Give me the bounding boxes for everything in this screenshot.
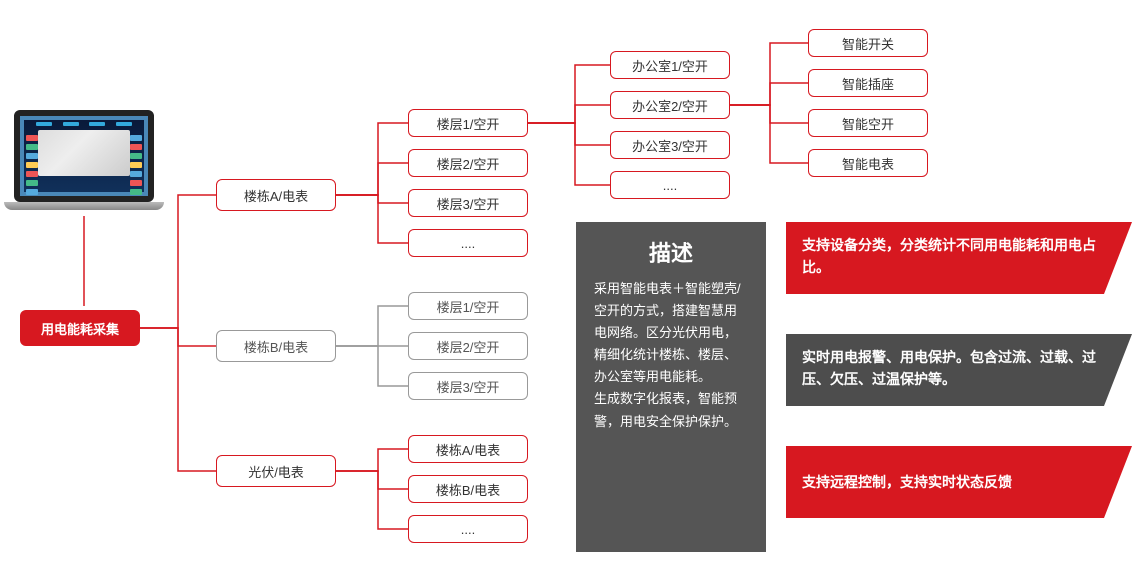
node-pv-child: 楼栋B/电表 xyxy=(408,475,528,503)
node-floor: 楼层1/空开 xyxy=(408,292,528,320)
node-label: .... xyxy=(663,178,677,193)
node-floor: 楼层2/空开 xyxy=(408,149,528,177)
node-label: 智能插座 xyxy=(842,74,894,93)
callout-text: 支持设备分类，分类统计不同用电能耗和用电占比。 xyxy=(802,237,1096,275)
node-label: .... xyxy=(461,522,475,537)
node-office: 办公室2/空开 xyxy=(610,91,730,119)
callout-text: 实时用电报警、用电保护。包含过流、过载、过压、欠压、过温保护等。 xyxy=(802,349,1096,387)
node-office: 办公室1/空开 xyxy=(610,51,730,79)
node-label: 智能电表 xyxy=(842,154,894,173)
callout-1: 支持设备分类，分类统计不同用电能耗和用电占比。 xyxy=(786,222,1132,294)
node-floor: 楼层2/空开 xyxy=(408,332,528,360)
node-root-label: 用电能耗采集 xyxy=(41,319,119,338)
node-label: 智能开关 xyxy=(842,34,894,53)
description-body: 采用智能电表＋智能塑壳/空开的方式，搭建智慧用电网络。区分光伏用电，精细化统计楼… xyxy=(594,278,748,433)
node-floor: 楼层1/空开 xyxy=(408,109,528,137)
node-label: 办公室3/空开 xyxy=(632,136,708,155)
node-pv: 光伏/电表 xyxy=(216,455,336,487)
node-floor: 楼层3/空开 xyxy=(408,372,528,400)
node-floor: .... xyxy=(408,229,528,257)
node-label: 楼栋B/电表 xyxy=(436,480,500,499)
node-pv-child: 楼栋A/电表 xyxy=(408,435,528,463)
node-label: 楼层2/空开 xyxy=(437,337,500,356)
node-label: 智能空开 xyxy=(842,114,894,133)
node-office: 办公室3/空开 xyxy=(610,131,730,159)
node-buildingB: 楼栋B/电表 xyxy=(216,330,336,362)
node-label: 楼层2/空开 xyxy=(437,154,500,173)
node-floor: 楼层3/空开 xyxy=(408,189,528,217)
node-label: .... xyxy=(461,236,475,251)
callout-2: 实时用电报警、用电保护。包含过流、过载、过压、欠压、过温保护等。 xyxy=(786,334,1132,406)
node-office: .... xyxy=(610,171,730,199)
description-box: 描述 采用智能电表＋智能塑壳/空开的方式，搭建智慧用电网络。区分光伏用电，精细化… xyxy=(576,222,766,552)
node-label: 楼栋A/电表 xyxy=(244,186,308,205)
laptop xyxy=(14,110,154,202)
description-title: 描述 xyxy=(594,236,748,268)
node-device: 智能插座 xyxy=(808,69,928,97)
callout-text: 支持远程控制，支持实时状态反馈 xyxy=(802,471,1012,493)
node-label: 楼层1/空开 xyxy=(437,114,500,133)
node-label: 楼层3/空开 xyxy=(437,377,500,396)
node-label: 办公室2/空开 xyxy=(632,96,708,115)
node-device: 智能空开 xyxy=(808,109,928,137)
node-label: 楼栋A/电表 xyxy=(436,440,500,459)
node-label: 楼层1/空开 xyxy=(437,297,500,316)
callout-3: 支持远程控制，支持实时状态反馈 xyxy=(786,446,1132,518)
node-pv-child: .... xyxy=(408,515,528,543)
node-device: 智能电表 xyxy=(808,149,928,177)
node-root: 用电能耗采集 xyxy=(20,310,140,346)
node-label: 楼栋B/电表 xyxy=(244,337,308,356)
node-label: 光伏/电表 xyxy=(248,462,304,481)
node-label: 办公室1/空开 xyxy=(632,56,708,75)
node-device: 智能开关 xyxy=(808,29,928,57)
node-buildingA: 楼栋A/电表 xyxy=(216,179,336,211)
node-label: 楼层3/空开 xyxy=(437,194,500,213)
